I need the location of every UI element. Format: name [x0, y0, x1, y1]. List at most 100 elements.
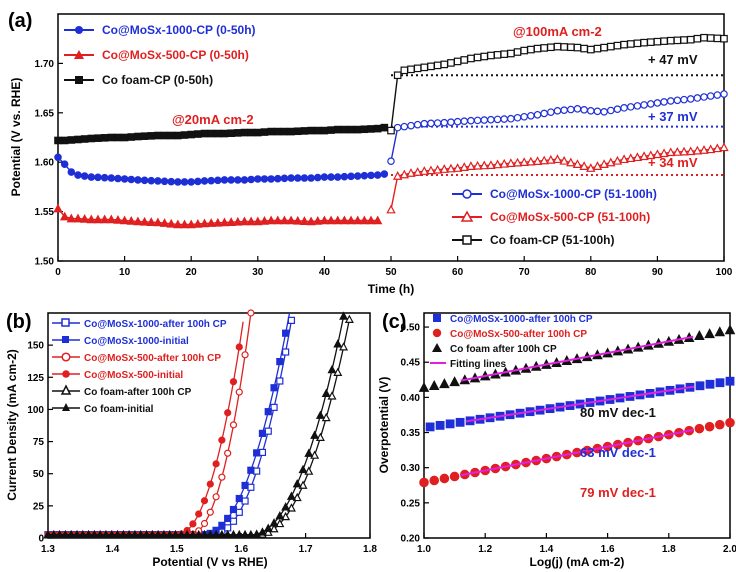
data-point [567, 105, 575, 114]
data-point [573, 105, 582, 113]
data-point [428, 380, 440, 391]
data-point [133, 216, 143, 226]
data-point [264, 427, 272, 435]
data-point [455, 417, 465, 427]
panel-a-legend-top: Co@MoSx-1000-CP (0-50h) Co@MoSx-500-CP (… [64, 23, 256, 87]
data-point [680, 95, 688, 104]
data-point [146, 217, 156, 226]
data-point [440, 118, 449, 127]
legend-entry: Co@MoSx-1000-CP (0-50h) [64, 23, 256, 37]
data-point [234, 176, 242, 184]
data-point [86, 214, 97, 224]
data-point [281, 511, 291, 521]
data-point [480, 116, 489, 124]
data-point [282, 329, 290, 337]
data-point [653, 37, 662, 46]
panel-c-xlabel: Log(j) (mA cm-2) [530, 555, 625, 569]
data-point [167, 131, 176, 140]
data-point [513, 48, 522, 56]
legend-text: Fitting lines [450, 359, 507, 370]
data-point [253, 449, 261, 457]
x-tick-label: 10 [119, 267, 131, 278]
data-point [392, 171, 403, 180]
data-point [499, 158, 509, 168]
data-point [425, 422, 435, 432]
data-point [473, 53, 482, 62]
data-point [646, 150, 656, 160]
data-point [460, 117, 469, 125]
data-point [160, 177, 169, 186]
x-tick-label: 1.4 [539, 544, 553, 555]
data-point [304, 466, 314, 475]
x-tick-label: 50 [385, 267, 397, 278]
data-point [300, 127, 309, 135]
data-point [593, 107, 602, 116]
data-point [673, 36, 682, 45]
data-point [360, 171, 369, 180]
data-point [380, 123, 389, 132]
data-point [506, 158, 516, 167]
fitting-line [465, 385, 695, 423]
data-point [239, 216, 250, 226]
data-point [279, 215, 290, 225]
data-point [714, 419, 725, 430]
data-point [286, 503, 296, 512]
data-point [293, 127, 302, 136]
data-point [507, 49, 515, 58]
data-point [626, 103, 635, 111]
data-point [240, 530, 250, 539]
data-point [235, 494, 243, 503]
data-point [694, 423, 705, 434]
data-point [426, 165, 436, 175]
data-point [89, 530, 99, 539]
data-point [559, 155, 569, 165]
data-point [293, 174, 302, 182]
data-point [67, 168, 76, 176]
data-point [620, 104, 628, 112]
data-point [227, 129, 235, 138]
legend-entry: Co@MoSx-500-after 100h CP [52, 352, 221, 364]
data-point [640, 38, 648, 47]
x-tick-label: 1.8 [662, 544, 676, 555]
data-point [386, 204, 396, 214]
data-point [672, 147, 683, 156]
data-point [206, 480, 214, 488]
data-point [686, 35, 695, 44]
x-tick-label: 20 [186, 267, 198, 278]
data-point [100, 134, 109, 142]
data-point [700, 33, 708, 42]
data-point [253, 216, 263, 226]
data-point [632, 152, 643, 162]
data-point [159, 530, 169, 539]
data-point [513, 113, 522, 122]
data-point [100, 173, 109, 182]
data-point [446, 163, 456, 173]
data-point [107, 174, 116, 182]
data-point [333, 173, 342, 181]
data-point [220, 129, 229, 138]
legend-entry: Co@MoSx-1000-CP (51-100h) [452, 187, 657, 201]
legend-text: Co foam-initial [84, 404, 154, 415]
data-point [540, 44, 548, 52]
data-point [93, 214, 103, 224]
data-point [94, 134, 102, 142]
data-point [53, 203, 63, 213]
data-point [413, 120, 422, 129]
x-tick-label: 80 [585, 267, 597, 278]
data-point [652, 149, 663, 159]
data-point [453, 117, 462, 126]
data-point [418, 381, 430, 392]
data-point [186, 219, 196, 229]
data-point [280, 174, 289, 183]
data-point [493, 115, 502, 124]
data-point [107, 530, 117, 539]
data-point [246, 216, 256, 226]
data-point [715, 378, 725, 388]
data-point [695, 381, 705, 391]
data-point [445, 419, 455, 429]
data-point [228, 530, 238, 539]
data-point [120, 175, 129, 183]
y-tick-label: 0.25 [401, 498, 421, 509]
data-point [626, 153, 636, 163]
data-point [113, 215, 123, 224]
